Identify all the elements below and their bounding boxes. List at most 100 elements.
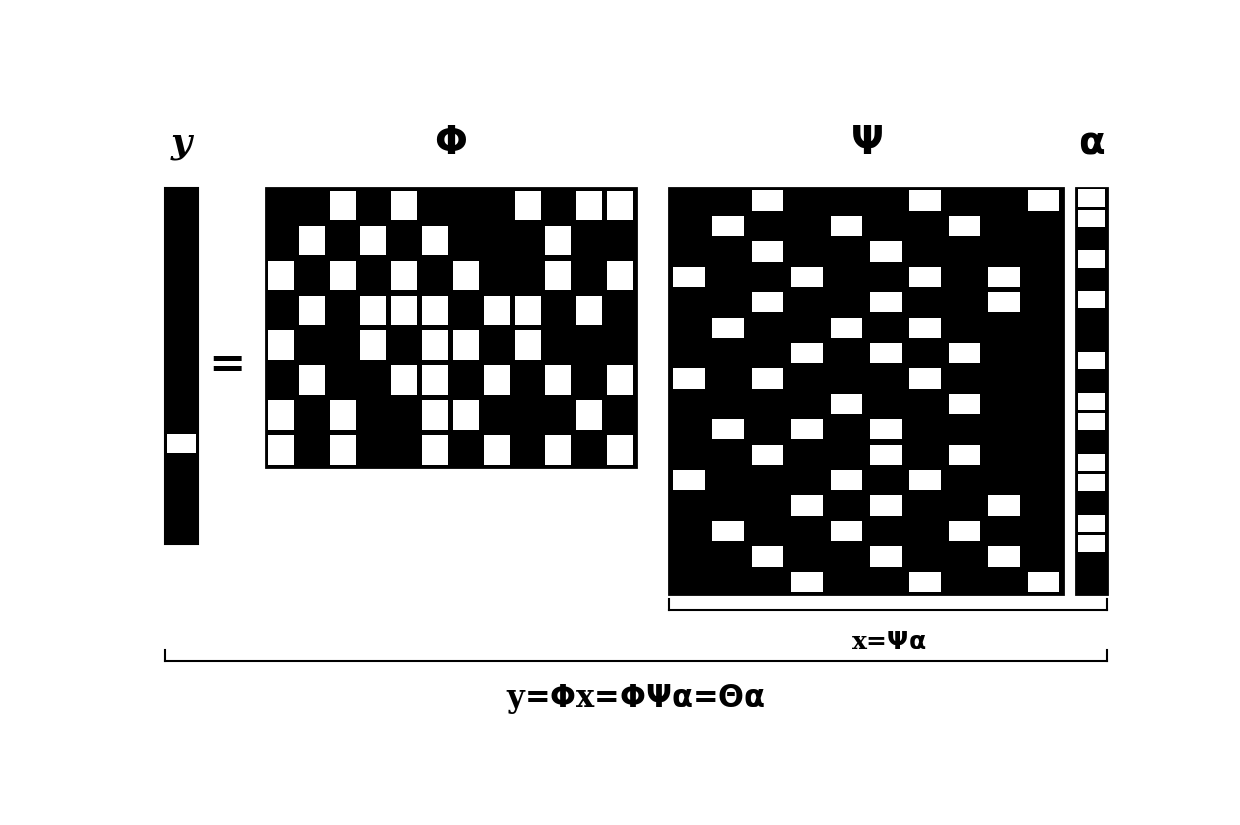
Text: $\mathbf{\Psi}$: $\mathbf{\Psi}$ (849, 125, 883, 162)
Bar (422, 295, 448, 325)
Bar (422, 331, 448, 360)
Bar (515, 295, 541, 325)
Bar (870, 419, 901, 440)
Text: $\mathbf{\Phi}$: $\mathbf{\Phi}$ (434, 125, 467, 162)
Bar (1078, 413, 1105, 431)
Bar (1075, 188, 1107, 595)
Bar (299, 365, 325, 395)
Bar (392, 295, 417, 325)
Bar (988, 292, 1019, 313)
Bar (870, 495, 901, 516)
Text: =: = (208, 344, 246, 387)
Bar (1078, 474, 1105, 492)
Bar (330, 191, 356, 220)
Bar (608, 365, 634, 395)
Text: y=$\mathbf{\Phi}$x=$\mathbf{\Phi\Psi\alpha}$=$\mathbf{\Theta\alpha}$: y=$\mathbf{\Phi}$x=$\mathbf{\Phi\Psi\alp… (506, 682, 765, 716)
Bar (673, 368, 704, 389)
Bar (713, 419, 744, 440)
Bar (670, 188, 1063, 595)
Bar (870, 292, 901, 313)
Bar (1078, 190, 1105, 207)
Bar (577, 400, 603, 430)
Bar (791, 266, 823, 287)
Bar (949, 216, 981, 236)
Bar (392, 365, 417, 395)
Bar (751, 368, 784, 389)
Text: x=$\mathbf{\Psi\alpha}$: x=$\mathbf{\Psi\alpha}$ (851, 630, 926, 654)
Bar (361, 295, 387, 325)
Bar (751, 445, 784, 465)
Text: y: y (171, 126, 192, 161)
Bar (546, 436, 572, 464)
Bar (422, 436, 448, 464)
Bar (870, 241, 901, 262)
Bar (577, 191, 603, 220)
Bar (713, 318, 744, 338)
Bar (515, 191, 541, 220)
Bar (167, 434, 196, 453)
Bar (268, 400, 294, 430)
Bar (791, 572, 823, 592)
Bar (1078, 535, 1105, 553)
Bar (1028, 191, 1059, 211)
Bar (330, 400, 356, 430)
Bar (484, 436, 510, 464)
Bar (422, 400, 448, 430)
Bar (909, 191, 941, 211)
Bar (1078, 454, 1105, 471)
Bar (299, 295, 325, 325)
Bar (791, 343, 823, 363)
Bar (1078, 393, 1105, 410)
Bar (1028, 572, 1059, 592)
Bar (751, 241, 784, 262)
Bar (988, 495, 1019, 516)
Bar (909, 318, 941, 338)
Bar (831, 470, 862, 490)
Bar (546, 226, 572, 255)
Bar (453, 331, 479, 360)
Bar (713, 216, 744, 236)
Bar (608, 436, 634, 464)
Bar (484, 365, 510, 395)
Bar (268, 331, 294, 360)
Bar (831, 394, 862, 414)
Bar (713, 521, 744, 541)
Bar (1078, 291, 1105, 309)
Bar (673, 266, 704, 287)
Bar (870, 546, 901, 567)
Bar (1078, 210, 1105, 227)
Bar (673, 470, 704, 490)
Bar (546, 261, 572, 290)
Bar (330, 261, 356, 290)
Bar (608, 261, 634, 290)
Bar (1078, 250, 1105, 268)
Bar (909, 572, 941, 592)
Bar (265, 188, 635, 468)
Bar (988, 546, 1019, 567)
Bar (330, 436, 356, 464)
Text: $\mathbf{\alpha}$: $\mathbf{\alpha}$ (1078, 125, 1105, 162)
Bar (791, 419, 823, 440)
Bar (392, 261, 417, 290)
Bar (392, 191, 417, 220)
Bar (422, 226, 448, 255)
Bar (949, 343, 981, 363)
Bar (831, 521, 862, 541)
Bar (1078, 515, 1105, 532)
Bar (751, 546, 784, 567)
Bar (361, 331, 387, 360)
Bar (515, 331, 541, 360)
Bar (751, 292, 784, 313)
Bar (949, 521, 981, 541)
Bar (949, 394, 981, 414)
Bar (299, 226, 325, 255)
Bar (268, 261, 294, 290)
Bar (949, 445, 981, 465)
Bar (608, 191, 634, 220)
Bar (361, 226, 387, 255)
Bar (870, 343, 901, 363)
Bar (909, 368, 941, 389)
Bar (751, 191, 784, 211)
Bar (165, 188, 198, 544)
Bar (453, 261, 479, 290)
